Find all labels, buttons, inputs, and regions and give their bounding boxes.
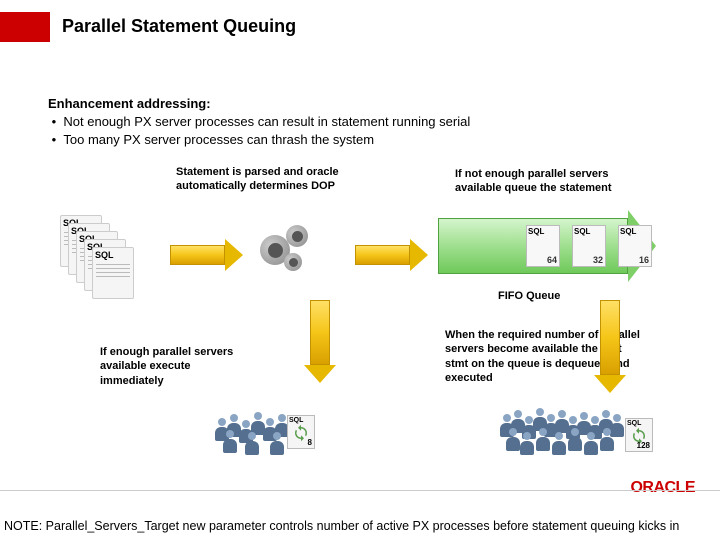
enhancement-bullet: • Not enough PX server processes can res… <box>48 113 470 131</box>
exec-sql-left: SQL 8 <box>287 415 315 449</box>
oracle-logo: ORACLE <box>630 479 695 497</box>
sql-page: SQL <box>92 247 134 299</box>
queue-item: SQL32 <box>572 225 606 267</box>
exec-sql-right: SQL 128 <box>625 418 653 452</box>
queue-item: SQL64 <box>526 225 560 267</box>
page-title: Parallel Statement Queuing <box>62 16 296 37</box>
caption-parse: Statement is parsed and oracle automatic… <box>176 165 346 194</box>
caption-exec: If enough parallel servers available exe… <box>100 345 250 388</box>
fifo-label: FIFO Queue <box>498 290 560 302</box>
enhancement-block: Enhancement addressing: • Not enough PX … <box>48 95 470 150</box>
header-red-block <box>0 12 50 42</box>
queue-item: SQL16 <box>618 225 652 267</box>
footer-divider <box>0 490 720 491</box>
enhancement-bullet: • Too many PX server processes can thras… <box>48 131 470 149</box>
enhancement-heading: Enhancement addressing: <box>48 95 470 113</box>
footer-note: NOTE: Parallel_Servers_Target new parame… <box>4 518 679 534</box>
caption-queue: If not enough parallel servers available… <box>455 167 625 196</box>
